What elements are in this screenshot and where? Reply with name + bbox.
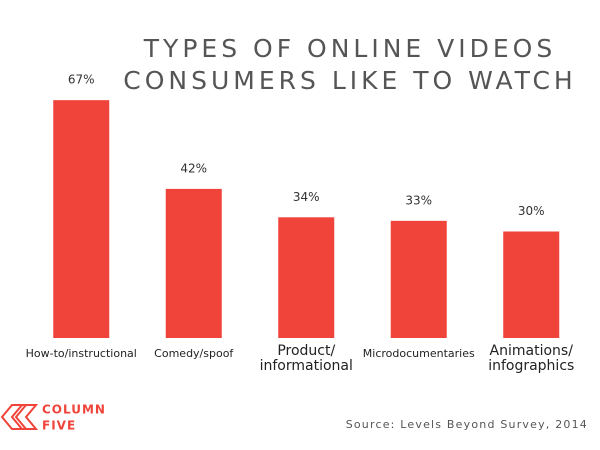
value-label: 42% [180, 161, 207, 175]
value-label: 33% [405, 193, 432, 207]
source: Source: Levels Beyond Survey, 2014 [346, 418, 588, 431]
logo: COLUMN FIVE [0, 403, 106, 433]
bar [53, 100, 110, 339]
value-label: 67% [68, 73, 95, 87]
bar [278, 217, 335, 338]
chart-title-line: TYPES OF ONLINE VIDEOS [143, 34, 556, 63]
x-tick-label: Comedy/spoof [154, 347, 234, 360]
x-tick-label: How-to/instructional [25, 347, 137, 360]
logo-mark [10, 404, 39, 430]
logo-text: FIVE [42, 419, 76, 433]
value-label: 34% [293, 190, 320, 204]
bar [390, 220, 447, 338]
x-tick-label: Animations/ infographics [488, 343, 575, 374]
value-label: 30% [518, 204, 545, 218]
chart-title-line: CONSUMERS LIKE TO WATCH [123, 66, 576, 95]
logo-mark [0, 404, 29, 430]
bar [503, 231, 560, 338]
x-tick-label: Product/ informational [259, 343, 353, 374]
logo-text: COLUMN [42, 403, 106, 417]
x-tick-label: Microdocumentaries [362, 347, 475, 360]
bar [165, 188, 222, 338]
